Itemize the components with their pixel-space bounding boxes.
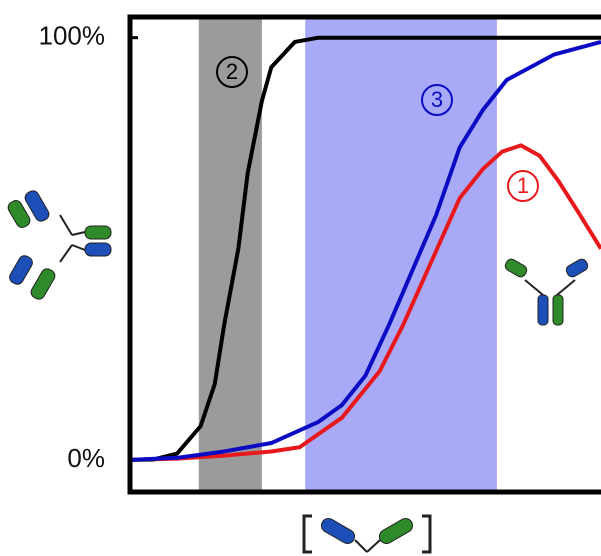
plot-area: 100% 0% 1 2 3 <box>39 17 601 492</box>
ligand-icon <box>304 516 430 552</box>
chart: 100% 0% 1 2 3 <box>0 0 601 556</box>
shaded-band <box>305 17 497 492</box>
series-label: 3 <box>431 87 443 112</box>
shaded-band <box>199 17 262 492</box>
y-tick-label: 0% <box>67 443 105 473</box>
series-label: 1 <box>517 173 529 198</box>
half-antibody-icon <box>503 257 589 325</box>
y-tick-label: 100% <box>39 21 106 51</box>
antibody-icon <box>6 189 111 302</box>
series-label: 2 <box>226 59 238 84</box>
